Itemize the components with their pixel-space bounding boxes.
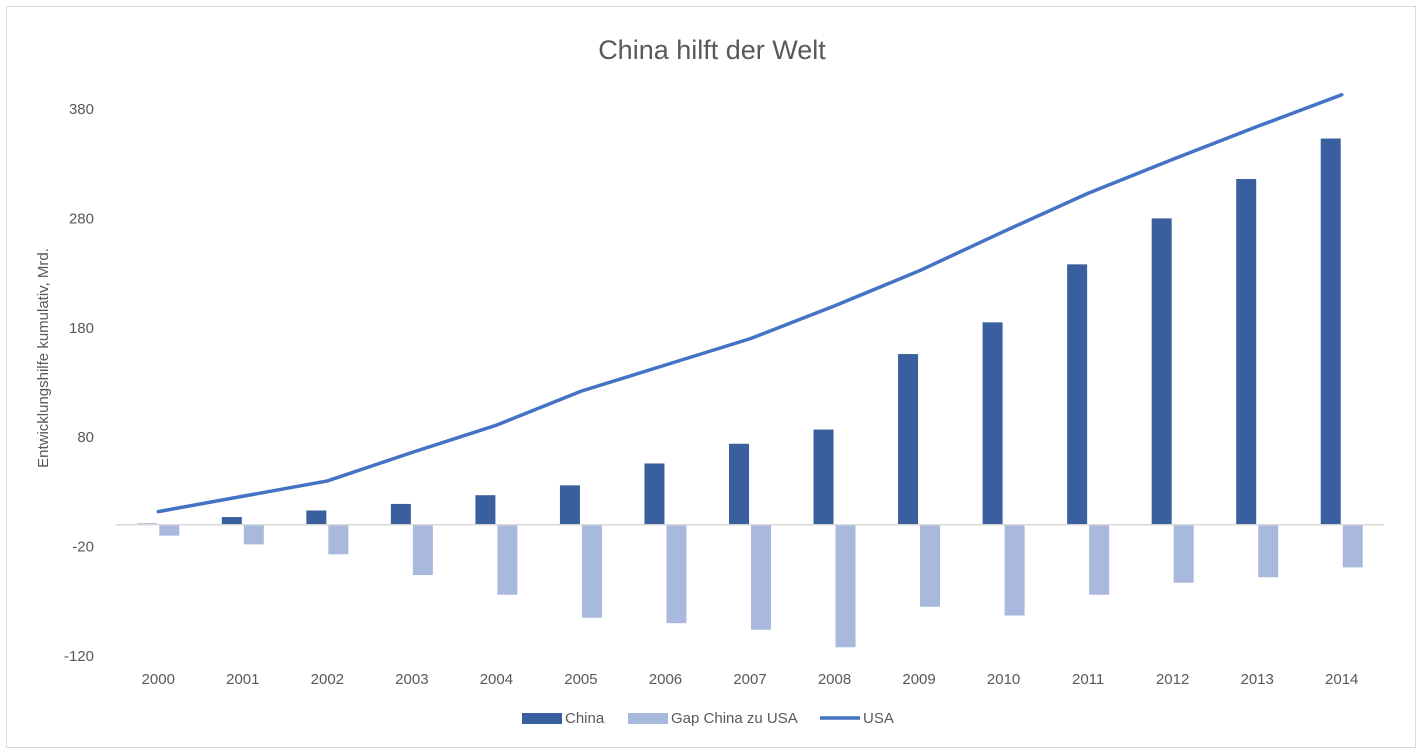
legend-swatch [522,713,562,724]
x-tick-label: 2001 [226,671,259,688]
bar-gap [1089,524,1110,595]
x-tick-label: 2004 [480,671,513,688]
x-tick-label: 2010 [987,671,1020,688]
bar-china [898,354,919,525]
bar-china [1320,138,1341,525]
y-axis-ticks: 380 280 180 80 -20 -120 [64,101,94,665]
x-tick-label: 2007 [733,671,766,688]
legend: China Gap China zu USA USA [522,710,894,727]
x-tick-label: 2006 [649,671,682,688]
bar-gap [751,524,771,630]
x-tick-label: 2013 [1241,671,1274,688]
bar-gap [835,524,856,648]
legend-label: Gap China zu USA [671,710,798,727]
bar-china [982,322,1003,525]
bar-china [644,463,665,525]
x-tick-label: 2002 [311,671,344,688]
bar-gap [920,524,941,607]
bar-china [475,495,496,525]
y-tick-label: -120 [64,648,94,665]
y-tick-label: -20 [72,539,94,556]
bar-gap [243,524,264,545]
x-tick-label: 2003 [395,671,428,688]
bar-gap [497,524,518,595]
bar-china [221,517,242,525]
chart-frame: China hilft der Welt [6,6,1416,748]
bar-gap [1173,524,1194,583]
bar-china [813,429,834,525]
bar-gap [159,524,180,536]
x-tick-label: 2014 [1325,671,1358,688]
bar-china [1151,218,1172,525]
bar-china [1236,179,1257,525]
bar-gap [1004,524,1025,616]
y-tick-label: 280 [69,210,94,227]
bar-china [729,443,749,525]
y-tick-label: 180 [69,320,94,337]
x-tick-label: 2000 [142,671,175,688]
bars [137,138,1363,648]
bar-gap [412,524,433,576]
bar-china [390,503,411,525]
bar-china [306,510,327,525]
bar-gap [328,524,349,555]
x-tick-label: 2005 [564,671,597,688]
bar-gap [1342,524,1363,568]
x-tick-label: 2009 [902,671,935,688]
x-tick-label: 2011 [1072,671,1104,688]
bar-gap [666,524,687,624]
bar-gap [1258,524,1279,578]
x-axis-ticks: 2000 2001 2002 2003 2004 2005 2006 2007 2008 2009… [142,671,1359,688]
chart-title: China hilft der Welt [598,35,826,65]
y-tick-label: 380 [69,101,94,118]
bar-china [1067,264,1088,525]
y-tick-label: 80 [77,429,94,446]
legend-swatch [628,713,668,724]
x-tick-label: 2012 [1156,671,1189,688]
bar-china [559,485,580,525]
usa-line-series [156,93,1344,514]
y-axis-label: Entwicklungshilfe kumulativ, Mrd. [35,248,52,468]
legend-label: China [565,710,605,727]
bar-gap [581,524,602,618]
legend-label: USA [863,710,894,727]
x-tick-label: 2008 [818,671,851,688]
